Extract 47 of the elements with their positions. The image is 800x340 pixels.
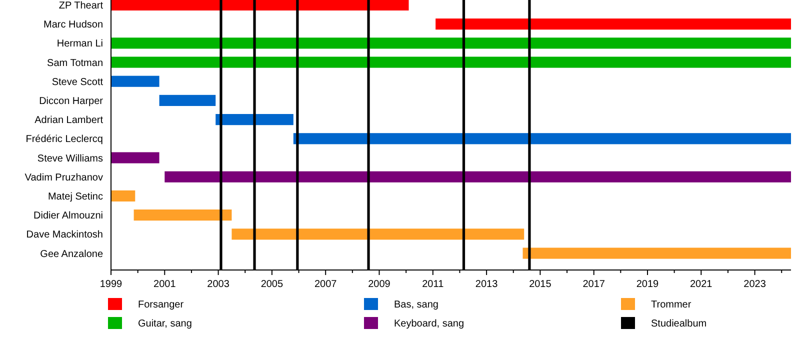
y-tick-label: Dave Mackintosh	[26, 230, 103, 241]
x-tick-label: 2023	[744, 279, 766, 290]
bar	[159, 94, 216, 106]
bar	[111, 56, 791, 68]
y-tick-label: Diccon Harper	[39, 96, 104, 107]
bar	[111, 38, 791, 49]
y-tick-label: Vadim Pruzhanov	[24, 172, 103, 184]
y-tick-label: Didier Almouzni	[34, 210, 103, 222]
legend-label: Guitar, sang	[138, 318, 192, 330]
bar	[436, 18, 791, 30]
bar	[232, 228, 524, 240]
y-tick-label: Gee Anzalone	[40, 248, 104, 260]
x-tick-label: 2013	[475, 279, 498, 290]
y-tick-label: Adrian Lambert	[34, 115, 104, 126]
y-tick-label: Matej Setinc	[48, 191, 103, 202]
y-tick-label: Herman Li	[56, 38, 103, 50]
bar	[134, 210, 232, 221]
bar	[164, 171, 791, 182]
bar	[522, 248, 791, 259]
x-tick-label: 2017	[582, 279, 606, 290]
legend-label: Keyboard, sang	[394, 318, 464, 330]
x-tick-label: 2021	[690, 279, 713, 290]
bar	[216, 114, 294, 126]
x-tick-label: 2007	[314, 279, 338, 290]
y-tick-label: Marc Hudson	[44, 20, 103, 31]
y-tick-label: Steve Scott	[52, 76, 104, 88]
bar	[111, 76, 160, 87]
bar	[293, 133, 791, 144]
y-tick-label: Sam Totman	[47, 58, 103, 69]
bar	[111, 0, 409, 10]
legend-label: Bas, sang	[394, 300, 438, 310]
y-tick-label: ZP Theart	[58, 0, 104, 12]
bar	[111, 190, 136, 202]
x-tick-label: 2005	[260, 279, 284, 290]
x-tick-label: 2001	[154, 279, 176, 290]
x-tick-label: 2011	[422, 279, 444, 290]
x-tick-label: 2019	[636, 279, 660, 290]
x-tick-label: 2003	[207, 279, 230, 290]
x-tick-label: 1999	[100, 279, 123, 290]
bar	[111, 152, 160, 164]
legend-label: Trommer	[651, 300, 692, 310]
legend-label: Studiealbum	[651, 318, 707, 330]
y-tick-label: Frédéric Leclercq	[26, 134, 103, 146]
legend-label: Forsanger	[138, 300, 184, 310]
x-tick-label: 2015	[529, 279, 552, 290]
x-tick-label: 2009	[368, 279, 391, 290]
y-tick-label: Steve Williams	[37, 153, 103, 164]
